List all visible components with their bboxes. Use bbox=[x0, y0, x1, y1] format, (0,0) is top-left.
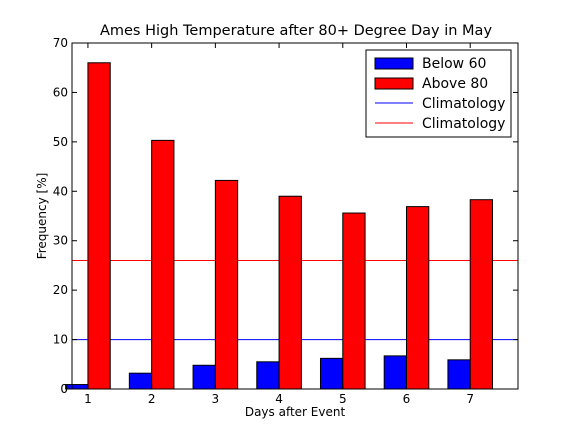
y-tick-label: 50 bbox=[53, 135, 68, 149]
plot-frame bbox=[71, 42, 519, 390]
bar-below60-day-6 bbox=[383, 355, 408, 390]
bar-above80-day-6 bbox=[406, 206, 430, 390]
x-axis-label: Days after Event bbox=[245, 405, 346, 419]
bar-above80-day-5 bbox=[342, 212, 366, 390]
bar-below60-day-4 bbox=[256, 361, 280, 390]
legend-label: Climatology bbox=[422, 116, 505, 132]
legend: Below 60 Above 80 Climatology Climatology bbox=[365, 49, 512, 138]
legend-label: Above 80 bbox=[422, 76, 488, 92]
y-tick-label: 20 bbox=[53, 283, 68, 297]
bar-above80-day-2 bbox=[151, 139, 175, 390]
bar-below60-day-5 bbox=[319, 357, 344, 390]
legend-swatch bbox=[374, 57, 414, 70]
y-tick-label: 10 bbox=[53, 333, 68, 347]
x-tick-label: 6 bbox=[403, 392, 411, 406]
x-tick-label: 2 bbox=[148, 392, 156, 406]
bar-above80-day-3 bbox=[214, 179, 239, 390]
bar-below60-day-7 bbox=[447, 359, 471, 390]
y-axis-label: Frequency [%] bbox=[35, 173, 49, 260]
bar-above80-day-4 bbox=[278, 195, 302, 390]
y-tick-label: 40 bbox=[53, 184, 68, 198]
bar-below60-day-1 bbox=[65, 384, 89, 390]
x-tick-label: 5 bbox=[339, 392, 347, 406]
legend-label: Climatology bbox=[422, 96, 505, 112]
y-tick-label: 0 bbox=[60, 382, 68, 396]
x-tick-label: 7 bbox=[466, 392, 474, 406]
axes: 0 10 20 30 40 50 60 70 1 2 3 4 5 6 7 bbox=[53, 36, 518, 406]
y-tick-label: 60 bbox=[53, 85, 68, 99]
chart-title: Ames High Temperature after 80+ Degree D… bbox=[100, 23, 492, 39]
bar-below60-day-2 bbox=[128, 372, 153, 390]
y-tick-label: 70 bbox=[53, 36, 68, 50]
x-tick-label: 1 bbox=[84, 392, 92, 406]
x-tick-label: 4 bbox=[275, 392, 283, 406]
legend-swatch bbox=[374, 77, 414, 90]
bar-above80-day-7 bbox=[469, 199, 494, 390]
legend-label: Below 60 bbox=[422, 56, 486, 72]
y-tick-label: 30 bbox=[53, 234, 68, 248]
bar-above80-day-1 bbox=[87, 62, 111, 390]
bar-below60-day-3 bbox=[192, 364, 216, 390]
x-tick-label: 3 bbox=[212, 392, 220, 406]
